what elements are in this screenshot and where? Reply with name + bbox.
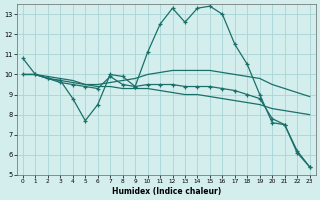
X-axis label: Humidex (Indice chaleur): Humidex (Indice chaleur): [112, 187, 221, 196]
